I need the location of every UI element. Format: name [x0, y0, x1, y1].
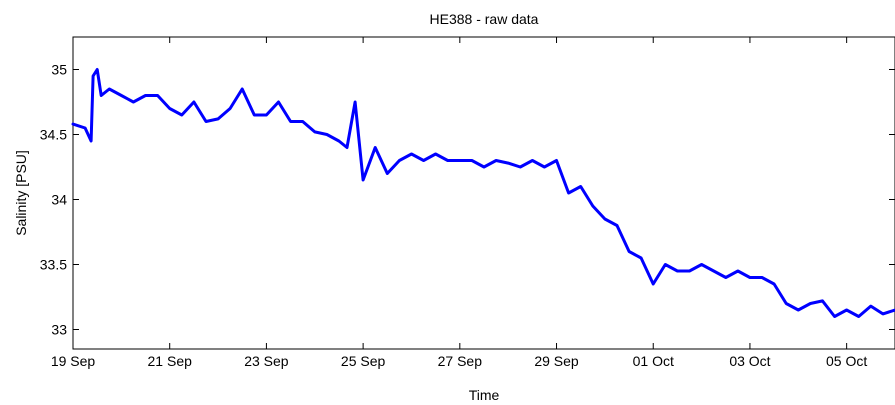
x-tick-label: 21 Sep — [148, 353, 193, 369]
x-axis-label: Time — [469, 387, 500, 403]
y-axis-ticks: 33 33.5 34 34.5 35 — [40, 62, 895, 338]
y-tick-label: 34.5 — [40, 127, 67, 143]
x-tick-label: 05 Oct — [826, 353, 867, 369]
series-line-0 — [71, 68, 895, 318]
y-tick-label: 35 — [51, 62, 67, 78]
x-tick-label: 29 Sep — [534, 353, 579, 369]
x-tick-label: 27 Sep — [438, 353, 483, 369]
x-tick-label: 01 Oct — [633, 353, 674, 369]
x-axis-ticks: 19 Sep 21 Sep 23 Sep 25 Sep 27 Sep 29 Sep 01 O… — [51, 37, 867, 369]
x-tick-label: 25 Sep — [341, 353, 386, 369]
y-tick-label: 33.5 — [40, 257, 67, 273]
chart-title: HE388 - raw data — [430, 11, 539, 27]
y-tick-label: 33 — [51, 322, 67, 338]
y-axis-label: Salinity [PSU] — [13, 150, 29, 236]
series-layer — [71, 68, 895, 318]
y-tick-label: 34 — [51, 192, 67, 208]
x-tick-label: 19 Sep — [51, 353, 96, 369]
x-tick-label: 23 Sep — [244, 353, 289, 369]
plot-frame — [72, 36, 895, 350]
x-tick-label: 03 Oct — [729, 353, 770, 369]
